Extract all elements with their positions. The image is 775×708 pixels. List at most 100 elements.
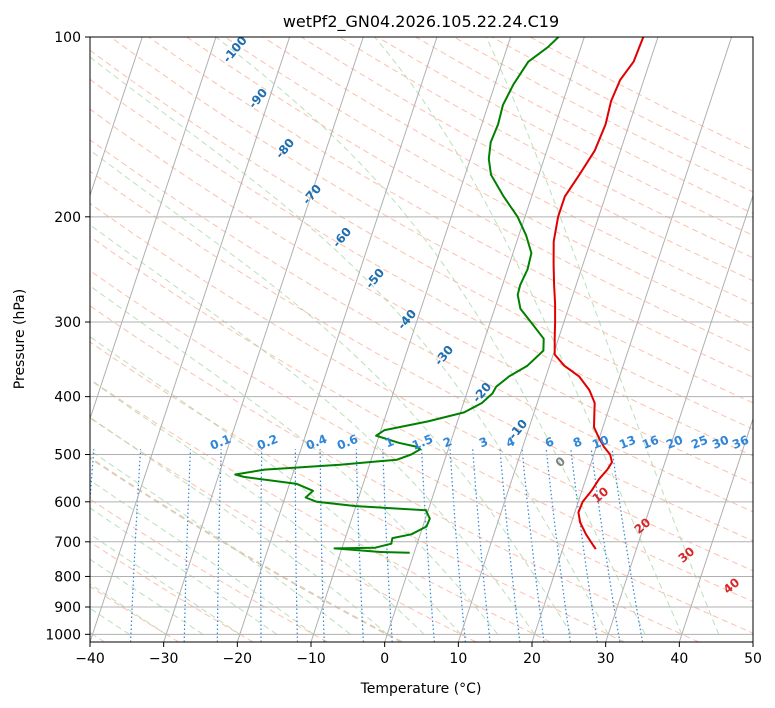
dry-adiabat-line [377,37,753,236]
y-tick-label: 700 [54,535,81,551]
moist-adiabat-line [90,224,535,635]
mixing-ratio-label: 8 [571,434,584,450]
mixing-ratio-line [216,449,222,642]
mixing-ratio-line [355,449,364,642]
y-tick-label: 600 [54,495,81,511]
dry-adiabat-label: -20 [470,380,495,406]
mixing-ratio-line [183,449,192,642]
mixing-ratio-line [521,449,545,642]
dry-adiabat-line [90,235,753,603]
dry-adiabat-label: -80 [273,136,298,162]
mixing-ratio-line [449,449,466,642]
mixing-ratio-label: 20 [664,433,685,452]
mixing-ratio-line [499,449,521,642]
moist-adiabat-line [90,479,314,635]
dry-adiabat-line [186,37,753,353]
isotherm-line [752,640,753,642]
moist-adiabat-label: 0 [553,454,568,470]
x-tick-label: −10 [296,651,326,667]
temperature-profile-line [552,37,645,550]
moist-adiabat-line [215,37,646,635]
mixing-ratio-line [130,449,142,642]
y-tick-label: 200 [54,210,81,226]
dry-adiabat-line [90,170,753,542]
moist-adiabat-line [90,533,241,635]
grid-lines [90,37,753,642]
dry-adiabat-line [300,37,753,282]
dry-adiabat-line [148,37,753,378]
dry-adiabat-line [90,585,180,642]
isotherm-line [678,417,753,642]
y-tick-label: 100 [54,30,81,46]
dry-adiabat-line [90,202,753,572]
y-tick-label: 900 [54,600,81,616]
moist-adiabat-line [90,558,204,635]
mixing-ratio-line [90,449,95,508]
mixing-ratio-label: 6 [543,434,556,450]
x-tick-label: 10 [449,651,467,667]
mixing-ratio-line [472,449,491,642]
mixing-ratio-label: 10 [590,433,611,452]
isotherm-line [457,37,659,642]
isotherm-line [90,37,143,198]
mixing-ratio-line [260,449,263,642]
moist-adiabat-line [90,379,425,635]
dry-adiabat-line [90,341,625,642]
mixing-ratio-line [590,449,621,642]
mixing-ratio-line [319,449,325,642]
mixing-ratio-line [421,449,435,642]
isotherm-line [236,37,438,642]
y-tick-label: 500 [54,448,81,464]
mixing-ratio-label: 0.2 [255,432,280,453]
x-tick-label: 40 [670,651,688,667]
plot-frame [89,36,754,643]
dry-adiabat-label: -30 [432,343,457,369]
moist-adiabat-line [485,37,720,635]
isotherm-line [90,37,291,642]
mixing-ratio-line [294,449,299,642]
isotherm-line [384,37,585,642]
dry-adiabat-line [90,108,753,485]
moist-adiabat-line [90,416,388,635]
x-tick-label: 0 [380,651,389,667]
dry-adiabat-line [90,378,551,642]
dry-adiabat-line [491,37,753,172]
y-tick-label: 800 [54,569,81,585]
x-tick-label: 20 [523,651,541,667]
series-layer [234,37,645,554]
moist-adiabat-label: 30 [676,544,698,565]
dry-adiabat-line [110,37,753,404]
dry-adiabat-line [90,49,753,430]
mixing-ratio-label: 3 [477,434,490,450]
mixing-ratio-label: 30 [710,433,731,452]
x-tick-label: 30 [597,651,615,667]
dry-adiabat-line [90,305,700,642]
moist-adiabat-label: 20 [632,515,654,536]
dry-adiabat-line [529,37,753,151]
x-axis: −40 −30 −20 −10 0 10 20 30 40 50 [75,642,762,667]
mixing-ratio-label: 0.1 [208,432,233,453]
x-tick-label: −40 [75,651,105,667]
contour-labels: 0.1 0.2 0.4 0.6 1 1.5 2 3 4 6 8 10 13 16 20 25 30 36-100-… [208,33,751,596]
isotherm-line [90,37,217,421]
dry-adiabat-label: -40 [395,307,420,333]
moist-adiabat-line [90,285,499,635]
moist-adiabat-line [90,449,351,635]
dry-adiabat-line [262,37,753,305]
dry-adiabat-line [90,270,753,634]
chart-title: wetPf2_GN04.2026.105.22.24.C19 [283,12,559,32]
y-axis-label: Pressure (hPa) [12,289,28,389]
dry-adiabat-label: -70 [300,182,325,208]
moist-adiabat-line [374,37,683,635]
isotherm-line [310,37,512,642]
dry-adiabat-label: -100 [220,33,250,65]
y-axis: 100 200 300 400 500 600 700 800 900 1000 [45,30,90,643]
dry-adiabat-line [415,37,753,215]
mixing-ratio-label: 16 [640,433,661,452]
mixing-ratio-label: 13 [617,433,638,452]
mixing-ratio-line [611,449,644,642]
y-tick-label: 400 [54,390,81,406]
x-tick-label: 50 [744,651,762,667]
y-tick-label: 300 [54,315,81,331]
